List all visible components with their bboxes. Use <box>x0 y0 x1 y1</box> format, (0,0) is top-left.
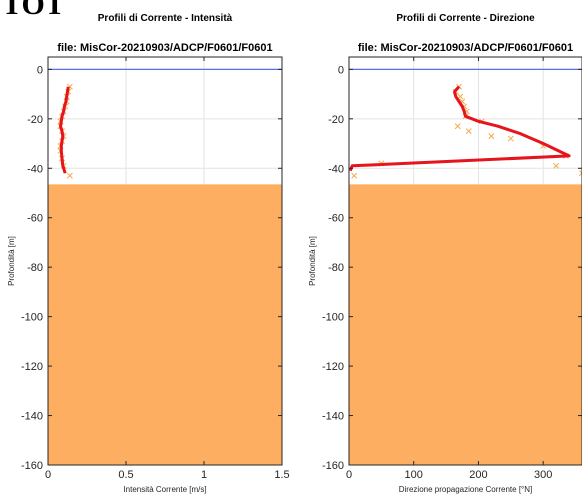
profile-line <box>59 86 70 174</box>
x-axis-label: Direzione propagazione Corrente [°N] <box>399 485 533 494</box>
marker-stroke <box>507 135 514 142</box>
marker-stroke <box>351 172 358 179</box>
x-axis-label: Intensità Corrente [m/s] <box>123 485 206 494</box>
y-axis-label: Profondità [m] <box>308 236 317 286</box>
y-tick-label: -40 <box>328 163 344 175</box>
data-point-marker <box>579 170 582 177</box>
data-point-marker <box>465 128 472 135</box>
y-tick-label: -40 <box>27 163 43 175</box>
x-tick-label: 200 <box>469 469 487 481</box>
y-tick-label: -60 <box>328 213 344 225</box>
marker-stroke <box>553 162 560 169</box>
x-tick-label: 0 <box>346 469 352 481</box>
y-tick-label: 0 <box>37 64 43 76</box>
chart-panel-1: 0 0.5 1 1.5 0 -20 -40 -60 -80 -100 -120 -140 -160 Pro… <box>7 13 290 494</box>
marker-stroke <box>465 128 472 135</box>
page-heading-fragment: TOT <box>2 0 65 21</box>
y-tick-label: -120 <box>322 361 344 373</box>
chart-title: Profili di Corrente - Intensità <box>98 13 233 24</box>
marker-stroke <box>488 133 495 140</box>
y-tick-label: -80 <box>27 262 43 274</box>
y-tick-label: -80 <box>328 262 344 274</box>
data-point-marker <box>454 123 461 130</box>
data-point-marker <box>66 172 73 179</box>
data-point-marker <box>507 135 514 142</box>
seabed-area <box>48 184 282 465</box>
x-tick-label: 300 <box>534 469 552 481</box>
axes-box <box>47 56 283 466</box>
data-point-marker <box>351 172 358 179</box>
y-tick-label: -120 <box>21 361 43 373</box>
y-tick-label: -140 <box>21 411 43 423</box>
y-tick-label: -160 <box>21 460 43 472</box>
x-tick-label: 0.5 <box>118 469 133 481</box>
profile-line <box>348 85 571 172</box>
y-tick-label: -140 <box>322 411 344 423</box>
y-tick-label: -20 <box>328 114 344 126</box>
axes-box <box>348 56 582 466</box>
chart-subtitle: file: MisCor-20210903/ADCP/F0601/F0601 <box>57 42 272 54</box>
marker-stroke <box>579 170 582 174</box>
data-point-marker <box>488 133 495 140</box>
marker-stroke <box>66 172 73 179</box>
x-tick-label: 100 <box>405 469 423 481</box>
y-tick-label: -160 <box>322 460 344 472</box>
y-tick-label: -20 <box>27 114 43 126</box>
y-tick-label: -100 <box>21 312 43 324</box>
chart-panel-2: 0 100 200 300 0 -20 -40 -60 -80 -100 -120 -140 -160 P… <box>308 13 582 494</box>
chart-title: Profili di Corrente - Direzione <box>396 13 535 24</box>
y-tick-label: -60 <box>27 213 43 225</box>
x-tick-label: 1 <box>201 469 207 481</box>
y-tick-label: -100 <box>322 312 344 324</box>
marker-stroke <box>454 123 461 130</box>
y-axis-label: Profondità [m] <box>7 236 16 286</box>
chart-subtitle: file: MisCor-20210903/ADCP/F0601/F0601 <box>358 42 573 54</box>
seabed-area <box>349 184 582 465</box>
data-point-marker <box>553 162 560 169</box>
x-tick-label: 0 <box>45 469 51 481</box>
y-tick-label: 0 <box>338 64 344 76</box>
x-tick-label: 1.5 <box>274 469 289 481</box>
marker-stroke <box>579 172 582 177</box>
